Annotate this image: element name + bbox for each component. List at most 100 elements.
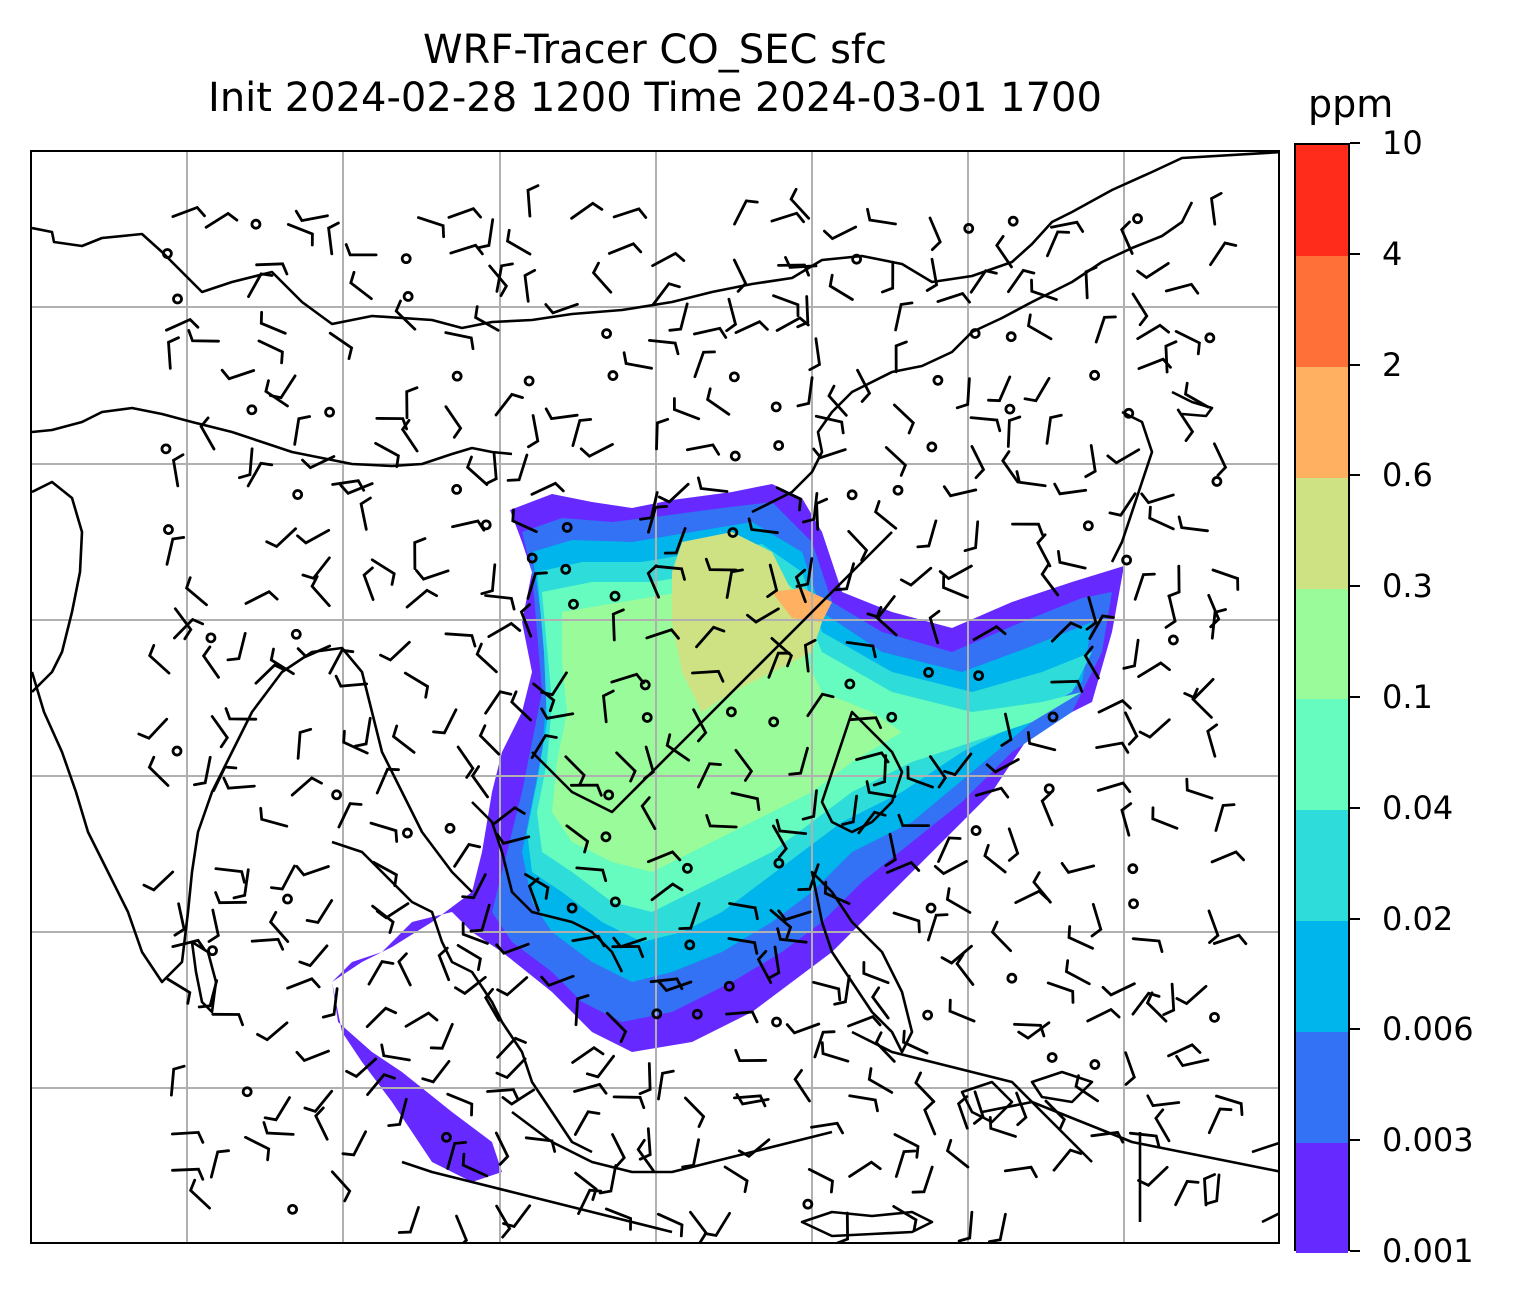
wind-barb [369, 821, 399, 843]
wind-barb [506, 453, 529, 482]
wind-barb [862, 961, 890, 985]
colorbar-tick-label: 0.003 [1382, 1121, 1474, 1160]
wind-barb [197, 979, 219, 1009]
wind-barb [1015, 470, 1047, 488]
wind-barb [983, 843, 1007, 874]
wind-barb [224, 707, 258, 721]
wind-barb [571, 418, 593, 447]
wind-barb [643, 745, 655, 780]
wind-barb [734, 320, 769, 334]
wind-barb [137, 717, 169, 740]
calm-wind-circle [402, 827, 413, 839]
wind-barb [833, 974, 851, 1006]
wind-barb [948, 998, 976, 1023]
wind-barb [645, 628, 680, 640]
wind-barb [927, 913, 949, 942]
wind-barb [259, 310, 287, 335]
wind-barb [256, 1021, 289, 1042]
wind-barb [170, 1064, 186, 1097]
wind-barb [1074, 1074, 1099, 1103]
wind-barb [1086, 1007, 1121, 1023]
wind-barb [770, 211, 805, 224]
calm-wind-circle [1089, 1059, 1101, 1070]
wind-barb [296, 644, 332, 659]
coastline-segment [32, 406, 513, 468]
colorbar-tick [1350, 1028, 1360, 1031]
wind-barb [290, 776, 323, 797]
wind-barb [995, 235, 1013, 269]
calm-wind-circle [600, 831, 612, 843]
calm-wind-circle [1089, 369, 1101, 381]
wind-barb [495, 942, 530, 955]
calm-wind-circle [846, 489, 858, 501]
calm-wind-circle [768, 716, 780, 728]
wind-barb [1006, 415, 1022, 448]
wind-barb [451, 519, 486, 532]
calm-wind-circle [771, 1016, 782, 1028]
wind-barb [988, 1212, 1007, 1242]
wind-barb [810, 1121, 844, 1135]
wind-barb [1131, 991, 1161, 1016]
wind-barb [447, 207, 482, 219]
wind-barb [646, 564, 660, 599]
wind-barb [1083, 645, 1100, 680]
wind-barb [569, 783, 603, 797]
wind-barb [394, 299, 417, 331]
wind-barb [404, 1011, 439, 1028]
wind-barb [847, 529, 869, 562]
wind-barb [372, 860, 398, 888]
wind-barb [484, 690, 513, 715]
wind-barb [813, 1030, 836, 1059]
colorbar-tick [1350, 1139, 1360, 1142]
wind-barb [914, 1071, 936, 1103]
wind-barb [484, 594, 516, 611]
wind-barb [734, 748, 754, 782]
wind-barb [1210, 608, 1227, 640]
wind-barb [544, 302, 579, 315]
wind-barb [604, 1207, 633, 1231]
calm-wind-circle [923, 666, 934, 678]
calm-wind-circle [161, 248, 173, 259]
calm-wind-circle [851, 253, 863, 265]
wind-barb [985, 758, 1020, 774]
wind-barb [770, 637, 794, 668]
calm-wind-circle [241, 1086, 253, 1098]
wind-barb [775, 818, 808, 835]
wind-barb [375, 417, 408, 431]
wind-barb [836, 1211, 850, 1242]
wind-barb [367, 960, 395, 986]
colorbar-tick-label: 0.006 [1382, 1010, 1474, 1049]
wind-barb [1050, 679, 1084, 693]
wind-barb [1137, 1165, 1169, 1187]
wind-barb [494, 1131, 510, 1166]
wind-barb [1122, 638, 1140, 670]
wind-barb [444, 331, 475, 351]
wind-barb [188, 1178, 211, 1210]
colorbar-tick-label: 0.1 [1382, 678, 1433, 716]
wind-barb [1040, 563, 1060, 597]
wind-barb [892, 1205, 918, 1232]
colorbar-tick-label: 0.3 [1382, 567, 1433, 606]
wind-barb [171, 1130, 205, 1144]
wind-barb [796, 295, 810, 329]
calm-wind-circle [609, 896, 621, 908]
wind-barb [461, 1152, 489, 1178]
title-line-2: Init 2024-02-28 1200 Time 2024-03-01 170… [208, 75, 1102, 121]
wind-barb [470, 765, 489, 799]
calm-wind-circle [639, 679, 651, 691]
wind-barb [475, 642, 498, 674]
wind-barb [705, 814, 738, 829]
wind-barb [695, 625, 726, 649]
wind-barb [1030, 278, 1058, 301]
wind-barb [767, 651, 791, 679]
wind-barb [1207, 909, 1220, 944]
wind-barb [375, 902, 410, 920]
wind-barb [263, 1096, 291, 1122]
wind-barb [380, 1043, 411, 1062]
wind-barb [453, 842, 481, 868]
wind-barb [945, 1138, 970, 1169]
wind-barb [610, 672, 645, 685]
wind-barb [678, 902, 701, 930]
wind-barb [523, 268, 537, 303]
wind-barb [1210, 850, 1245, 864]
